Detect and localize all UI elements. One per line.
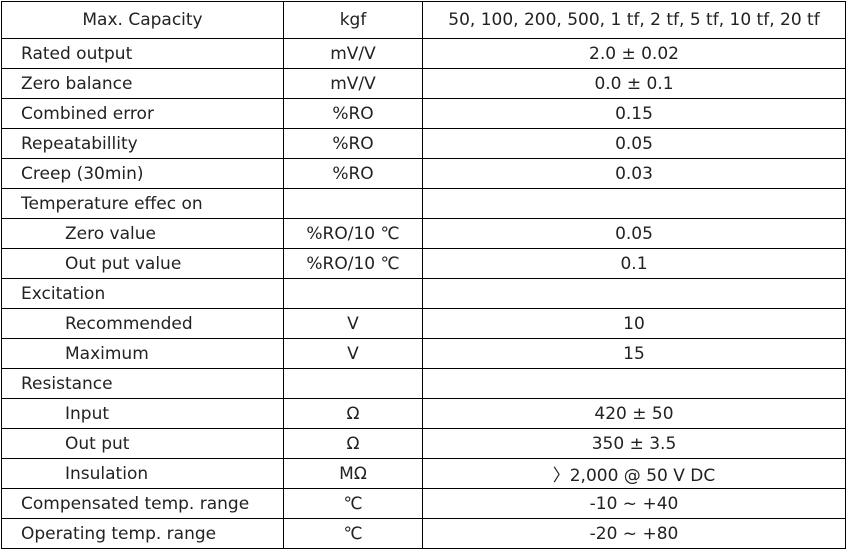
table-cell: Zero balance	[1, 68, 284, 99]
table-cell: -20 ~ +80	[422, 518, 846, 549]
table-row: Insulation MΩ 〉2,000 @ 50 V DC	[1, 458, 846, 489]
table-cell: -10 ~ +40	[422, 488, 846, 519]
table-cell: V	[283, 308, 423, 339]
table-cell: 420 ± 50	[422, 398, 846, 429]
table-row: Zero value %RO/10 ℃ 0.05	[1, 218, 846, 249]
table-cell	[283, 278, 423, 309]
table-cell: Combined error	[1, 98, 284, 129]
table-cell: Compensated temp. range	[1, 488, 284, 519]
table-cell	[422, 278, 846, 309]
header-cell: Max. Capacity	[1, 1, 284, 39]
table-cell: Creep (30min)	[1, 158, 284, 189]
table-cell	[283, 368, 423, 399]
table-cell	[422, 368, 846, 399]
table-cell: Insulation	[1, 458, 284, 489]
table-cell: mV/V	[283, 38, 423, 69]
table-cell: 〉2,000 @ 50 V DC	[422, 458, 846, 489]
table-cell: Temperature effec on	[1, 188, 284, 219]
table-row: Recommended V 10	[1, 308, 846, 339]
table-row: Out put Ω 350 ± 3.5	[1, 428, 846, 459]
table-cell: 15	[422, 338, 846, 369]
table-cell: ℃	[283, 488, 423, 519]
table-cell: %RO	[283, 98, 423, 129]
table-row: Operating temp. range ℃ -20 ~ +80	[1, 518, 846, 549]
table-cell: Out put value	[1, 248, 284, 279]
table-cell: Recommended	[1, 308, 284, 339]
table-cell: %RO/10 ℃	[283, 218, 423, 249]
table-cell: 0.1	[422, 248, 846, 279]
table-cell: 0.15	[422, 98, 846, 129]
table-row: Creep (30min) %RO 0.03	[1, 158, 846, 189]
table-cell: %RO/10 ℃	[283, 248, 423, 279]
table-cell: %RO	[283, 128, 423, 159]
table-cell: 0.0 ± 0.1	[422, 68, 846, 99]
table-row: Combined error %RO 0.15	[1, 98, 846, 129]
table-cell: ℃	[283, 518, 423, 549]
table-cell: Zero value	[1, 218, 284, 249]
table-cell: 0.05	[422, 128, 846, 159]
table-row: Maximum V 15	[1, 338, 846, 369]
table-row: Temperature effec on	[1, 188, 846, 219]
table-row: Out put value %RO/10 ℃ 0.1	[1, 248, 846, 279]
table-cell: V	[283, 338, 423, 369]
table-row: Rated output mV/V 2.0 ± 0.02	[1, 38, 846, 69]
table-cell: %RO	[283, 158, 423, 189]
table-cell: mV/V	[283, 68, 423, 99]
table-cell: 0.03	[422, 158, 846, 189]
table-cell: 2.0 ± 0.02	[422, 38, 846, 69]
table-cell	[283, 188, 423, 219]
header-row: Max. Capacity kgf 50, 100, 200, 500, 1 tf,…	[1, 1, 846, 39]
table-row: Resistance	[1, 368, 846, 399]
header-cell: kgf	[283, 1, 423, 39]
table-cell: Excitation	[1, 278, 284, 309]
table-row: Zero balance mV/V 0.0 ± 0.1	[1, 68, 846, 99]
table-row: Input Ω 420 ± 50	[1, 398, 846, 429]
table-cell: 350 ± 3.5	[422, 428, 846, 459]
table-cell: Repeatabillity	[1, 128, 284, 159]
table-cell: Input	[1, 398, 284, 429]
table-cell: Rated output	[1, 38, 284, 69]
table-cell: 0.05	[422, 218, 846, 249]
table-cell: 10	[422, 308, 846, 339]
table-cell: MΩ	[283, 458, 423, 489]
table-cell	[422, 188, 846, 219]
table-cell: Out put	[1, 428, 284, 459]
table-cell: Maximum	[1, 338, 284, 369]
table-row: Excitation	[1, 278, 846, 309]
table-cell: Operating temp. range	[1, 518, 284, 549]
table-cell: Ω	[283, 428, 423, 459]
table-row: Compensated temp. range ℃ -10 ~ +40	[1, 488, 846, 519]
table-cell: Resistance	[1, 368, 284, 399]
header-cell: 50, 100, 200, 500, 1 tf, 2 tf, 5 tf, 10 …	[422, 1, 846, 39]
table-cell: Ω	[283, 398, 423, 429]
table-row: Repeatabillity %RO 0.05	[1, 128, 846, 159]
